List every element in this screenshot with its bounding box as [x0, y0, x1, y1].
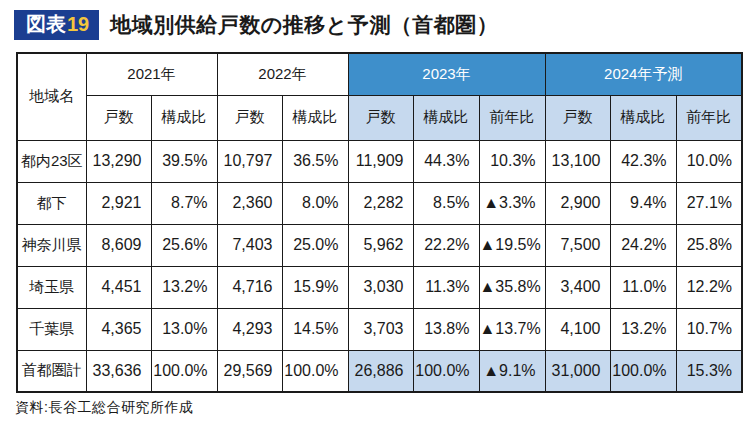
data-cell: 8,609: [86, 224, 151, 266]
data-cell: 4,365: [86, 308, 151, 350]
data-cell: 10.7%: [676, 308, 742, 350]
data-cell: 4,293: [217, 308, 282, 350]
data-cell: 31,000: [545, 350, 610, 392]
data-cell: 3,703: [348, 308, 413, 350]
figure-badge-number: 19: [67, 13, 89, 35]
data-cell: 2,900: [545, 182, 610, 224]
subheader-2021-units: 戸数: [86, 95, 151, 140]
subheader-2022-share: 構成比: [282, 95, 348, 140]
data-cell: 100.0%: [151, 350, 217, 392]
data-cell: 29,569: [217, 350, 282, 392]
year-header-2024: 2024年予測: [545, 53, 742, 95]
corner-header-region: 地域名: [17, 53, 86, 140]
data-cell: 11.3%: [413, 266, 479, 308]
data-cell: 2,282: [348, 182, 413, 224]
subheader-2023-units: 戸数: [348, 95, 413, 140]
data-cell: 100.0%: [610, 350, 676, 392]
data-cell: 11.0%: [610, 266, 676, 308]
year-header-row: 地域名 2021年 2022年 2023年 2024年予測: [17, 53, 742, 95]
subheader-2022-units: 戸数: [217, 95, 282, 140]
region-label: 千葉県: [17, 308, 86, 350]
data-cell: 39.5%: [151, 140, 217, 182]
data-cell: 2,921: [86, 182, 151, 224]
data-cell: 2,360: [217, 182, 282, 224]
data-cell: 13.0%: [151, 308, 217, 350]
table-row-kanagawa: 神奈川県 8,609 25.6% 7,403 25.0% 5,962 22.2%…: [17, 224, 742, 266]
data-cell: 44.3%: [413, 140, 479, 182]
data-cell: 5,962: [348, 224, 413, 266]
year-header-2022: 2022年: [217, 53, 348, 95]
figure-19: 図表19 地域別供給戸数の推移と予測（首都圏） 地域名 2021年 2022年 …: [0, 0, 754, 427]
table-row-tokyo23: 都内23区 13,290 39.5% 10,797 36.5% 11,909 4…: [17, 140, 742, 182]
data-cell: ▲19.5%: [479, 224, 545, 266]
figure-badge: 図表19: [14, 10, 99, 40]
figure-badge-label: 図表: [26, 13, 66, 35]
data-cell: 7,500: [545, 224, 610, 266]
data-cell: 10.3%: [479, 140, 545, 182]
data-cell: 3,400: [545, 266, 610, 308]
data-cell: 13.2%: [151, 266, 217, 308]
data-cell: 4,451: [86, 266, 151, 308]
data-cell: ▲13.7%: [479, 308, 545, 350]
data-cell: 13.2%: [610, 308, 676, 350]
data-cell: 4,100: [545, 308, 610, 350]
table-row-saitama: 埼玉県 4,451 13.2% 4,716 15.9% 3,030 11.3% …: [17, 266, 742, 308]
data-cell: 22.2%: [413, 224, 479, 266]
data-cell: ▲35.8%: [479, 266, 545, 308]
data-cell: 10,797: [217, 140, 282, 182]
data-cell: 8.0%: [282, 182, 348, 224]
data-cell: 25.0%: [282, 224, 348, 266]
data-cell: 13.8%: [413, 308, 479, 350]
data-cell: 26,886: [348, 350, 413, 392]
sub-header-row: 戸数 構成比 戸数 構成比 戸数 構成比 前年比 戸数 構成比 前年比: [17, 95, 742, 140]
data-cell: 42.3%: [610, 140, 676, 182]
data-cell: 3,030: [348, 266, 413, 308]
data-cell: 25.8%: [676, 224, 742, 266]
subheader-2021-share: 構成比: [151, 95, 217, 140]
table-header: 地域名 2021年 2022年 2023年 2024年予測 戸数 構成比 戸数 …: [17, 53, 742, 140]
data-cell: 8.5%: [413, 182, 479, 224]
data-cell: 15.9%: [282, 266, 348, 308]
data-cell: 9.4%: [610, 182, 676, 224]
data-cell: 15.3%: [676, 350, 742, 392]
subheader-2023-yoy: 前年比: [479, 95, 545, 140]
data-cell: 100.0%: [413, 350, 479, 392]
data-cell: ▲9.1%: [479, 350, 545, 392]
table-body: 都内23区 13,290 39.5% 10,797 36.5% 11,909 4…: [17, 140, 742, 392]
data-cell: 33,636: [86, 350, 151, 392]
subheader-2024-yoy: 前年比: [676, 95, 742, 140]
data-cell: 36.5%: [282, 140, 348, 182]
region-label: 埼玉県: [17, 266, 86, 308]
subheader-2024-units: 戸数: [545, 95, 610, 140]
data-cell: 12.2%: [676, 266, 742, 308]
data-cell: 24.2%: [610, 224, 676, 266]
data-cell: 100.0%: [282, 350, 348, 392]
data-cell: 27.1%: [676, 182, 742, 224]
subheader-2024-share: 構成比: [610, 95, 676, 140]
data-cell: 7,403: [217, 224, 282, 266]
data-cell: 8.7%: [151, 182, 217, 224]
data-cell: 10.0%: [676, 140, 742, 182]
table-row-chiba: 千葉県 4,365 13.0% 4,293 14.5% 3,703 13.8% …: [17, 308, 742, 350]
year-header-2021: 2021年: [86, 53, 217, 95]
source-note: 資料:長谷工総合研究所作成: [15, 399, 193, 417]
table-row-toka: 都下 2,921 8.7% 2,360 8.0% 2,282 8.5% ▲3.3…: [17, 182, 742, 224]
table-row-total: 首都圏計 33,636 100.0% 29,569 100.0% 26,886 …: [17, 350, 742, 392]
region-label: 都内23区: [17, 140, 86, 182]
data-cell: 25.6%: [151, 224, 217, 266]
region-label: 神奈川県: [17, 224, 86, 266]
region-label: 都下: [17, 182, 86, 224]
data-cell: 11,909: [348, 140, 413, 182]
supply-table: 地域名 2021年 2022年 2023年 2024年予測 戸数 構成比 戸数 …: [16, 52, 743, 393]
figure-title: 地域別供給戸数の推移と予測（首都圏）: [110, 11, 498, 39]
data-cell: 4,716: [217, 266, 282, 308]
year-header-2023: 2023年: [348, 53, 545, 95]
figure-titlebar: 図表19 地域別供給戸数の推移と予測（首都圏）: [14, 10, 498, 40]
data-cell: 14.5%: [282, 308, 348, 350]
data-cell: 13,290: [86, 140, 151, 182]
subheader-2023-share: 構成比: [413, 95, 479, 140]
data-cell: ▲3.3%: [479, 182, 545, 224]
data-cell: 13,100: [545, 140, 610, 182]
region-label-total: 首都圏計: [17, 350, 86, 392]
